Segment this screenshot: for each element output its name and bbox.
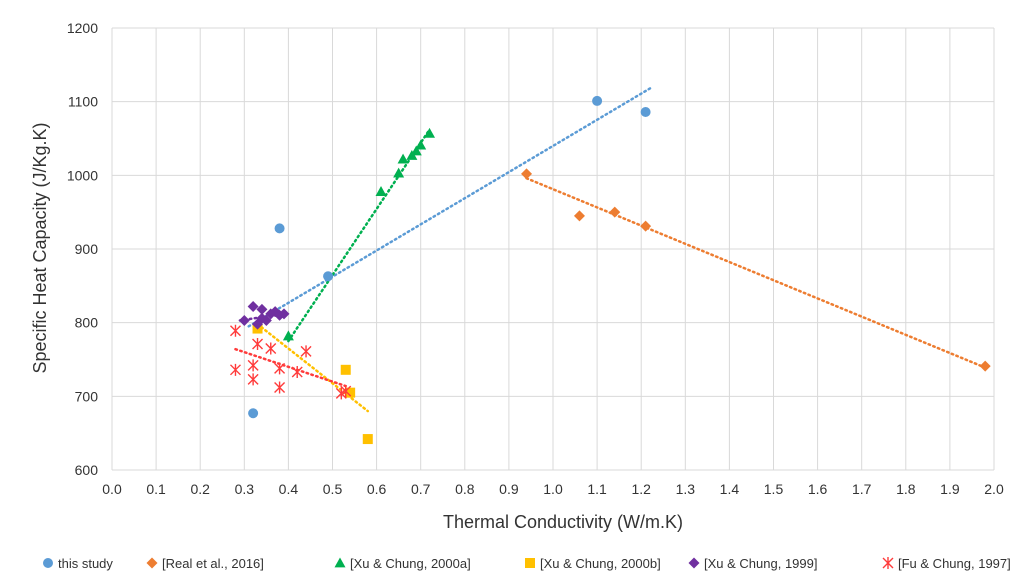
x-tick-label: 1.7 [852, 481, 872, 497]
data-point [609, 206, 621, 218]
data-point [362, 434, 373, 445]
trendline [247, 87, 652, 328]
legend-entry: [Xu & Chung, 2000a] [350, 556, 471, 571]
legend-entry: [Xu & Chung, 1999] [704, 556, 817, 571]
legend-entry: [Real et al., 2016] [162, 556, 264, 571]
y-tick-label: 1000 [67, 167, 98, 183]
data-point [640, 106, 651, 117]
x-axis-title: Thermal Conductivity (W/m.K) [443, 512, 683, 532]
data-point [397, 153, 409, 164]
legend-entry: this study [58, 556, 113, 571]
data-point [256, 303, 268, 315]
x-tick-label: 1.8 [896, 481, 916, 497]
y-tick-label: 1100 [68, 94, 98, 110]
y-tick-labels: 600 700 800 900 1000 1100 1200 [67, 20, 98, 478]
data-point [393, 167, 405, 178]
y-tick-label: 1200 [67, 20, 98, 36]
x-tick-label: 1.1 [587, 481, 607, 497]
legend-marker [882, 557, 894, 569]
x-tick-label: 1.5 [764, 481, 784, 497]
legend-entry: [Fu & Chung, 1997] [898, 556, 1011, 571]
legend-marker [525, 558, 535, 568]
grid [111, 27, 995, 471]
legend-marker [334, 557, 346, 568]
x-tick-labels: 0.0 0.1 0.2 0.3 0.4 0.5 0.6 0.7 0.8 0.9 1.0 1.1 1.2 1… [102, 481, 1004, 497]
data-point [592, 95, 603, 106]
data-point [573, 210, 585, 222]
data-point [247, 359, 259, 372]
data-points [229, 95, 991, 445]
x-tick-label: 0.2 [190, 481, 210, 497]
y-tick-label: 800 [75, 315, 99, 331]
data-point [282, 330, 294, 341]
trendline [234, 347, 347, 388]
data-point [229, 363, 241, 376]
data-point [323, 271, 334, 282]
y-axis-title: Specific Heat Capacity (J/Kg.K) [30, 122, 50, 373]
legend-marker [43, 558, 53, 568]
y-tick-label: 900 [75, 241, 99, 257]
data-point [274, 381, 286, 394]
x-tick-label: 0.0 [102, 481, 122, 497]
data-point [375, 186, 387, 196]
x-tick-label: 0.3 [235, 481, 255, 497]
x-tick-label: 0.5 [323, 481, 343, 497]
x-tick-label: 0.9 [499, 481, 519, 497]
data-point [640, 220, 652, 232]
data-point [300, 345, 312, 358]
legend: this study [Real et al., 2016] [Xu & Chung… [43, 556, 1011, 571]
data-point [278, 308, 290, 320]
data-point [260, 314, 272, 326]
x-tick-label: 1.3 [676, 481, 696, 497]
data-point [979, 360, 991, 372]
data-point [424, 127, 436, 138]
x-tick-label: 0.6 [367, 481, 387, 497]
data-point [410, 145, 422, 156]
data-point [340, 364, 351, 375]
data-point [274, 362, 286, 375]
data-point [345, 387, 356, 398]
data-point [274, 223, 285, 234]
x-tick-label: 0.4 [279, 481, 299, 497]
y-tick-label: 700 [75, 388, 99, 404]
trendline [287, 128, 431, 343]
data-point [247, 300, 259, 312]
y-tick-label: 600 [75, 462, 99, 478]
x-tick-label: 1.6 [808, 481, 828, 497]
x-tick-label: 1.2 [631, 481, 651, 497]
data-point [252, 338, 264, 351]
data-point [265, 342, 277, 355]
x-tick-label: 1.0 [543, 481, 563, 497]
data-point [291, 366, 303, 379]
data-point [521, 168, 533, 180]
legend-marker [688, 557, 700, 569]
legend-entry: [Xu & Chung, 2000b] [540, 556, 661, 571]
x-tick-label: 0.8 [455, 481, 475, 497]
x-tick-label: 1.4 [720, 481, 740, 497]
data-point [248, 408, 259, 419]
data-point [340, 385, 352, 398]
data-point [415, 139, 427, 150]
data-point [229, 324, 241, 337]
x-tick-label: 1.9 [940, 481, 960, 497]
x-tick-label: 0.7 [411, 481, 431, 497]
trendline [525, 177, 987, 369]
data-point [247, 373, 259, 386]
x-tick-label: 2.0 [984, 481, 1004, 497]
legend-marker [146, 557, 158, 569]
x-tick-label: 0.1 [146, 481, 166, 497]
data-point [238, 314, 250, 326]
